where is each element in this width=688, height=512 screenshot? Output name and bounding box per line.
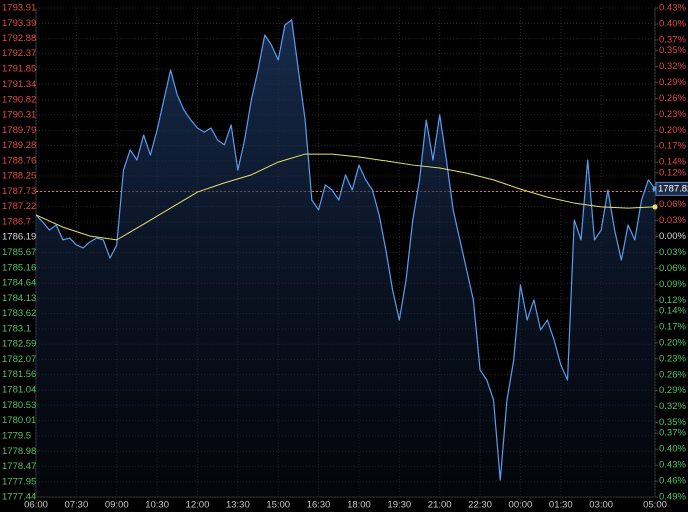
y2-tick-label: 0.32% xyxy=(659,401,686,412)
y2-tick-label: 0.26% xyxy=(659,93,686,104)
y-tick-label: 1782.07 xyxy=(2,354,36,365)
y-tick-label: 1780.53 xyxy=(2,400,36,411)
x-tick-label: 19:30 xyxy=(387,500,411,511)
y-tick-label: 1785.16 xyxy=(2,262,36,273)
y2-tick-label: 0.29% xyxy=(659,385,686,396)
y-tick-label: 1793.91 xyxy=(2,3,36,14)
y-tick-label: 1778.98 xyxy=(2,446,36,457)
y-tick-label: 1790.82 xyxy=(2,94,36,105)
y2-tick-label: 0.17% xyxy=(659,141,686,152)
y-tick-label: 1777.95 xyxy=(2,476,36,487)
y2-tick-label: 0.12% xyxy=(659,295,686,306)
y-tick-label: 1783.1 xyxy=(2,323,31,334)
y-tick-label: 1790.31 xyxy=(2,109,36,120)
x-tick-label: 06:00 xyxy=(24,500,48,511)
y2-tick-label: 0.00% xyxy=(659,231,686,242)
y-tick-label: 1792.88 xyxy=(2,33,36,44)
y2-tick-label: 0.20% xyxy=(659,337,686,348)
y2-tick-label: 0.37% xyxy=(659,34,686,45)
x-tick-label: 05:00 xyxy=(643,500,667,511)
y2-tick-label: 0.29% xyxy=(659,77,686,88)
line xyxy=(35,153,656,241)
x-tick-label: 21:00 xyxy=(428,500,452,511)
y2-tick-label: 0.17% xyxy=(659,321,686,332)
y2-tick-label: 0.35% xyxy=(659,417,686,428)
y-tick-label: 1779.5 xyxy=(2,430,31,441)
x-tick-label: 15:00 xyxy=(266,500,290,511)
y-tick-label: 1783.62 xyxy=(2,308,36,319)
y-tick-label: 1789.28 xyxy=(2,140,36,151)
y2-tick-label: 0.49% xyxy=(659,492,686,503)
y-tick-label: 1782.59 xyxy=(2,339,36,350)
x-tick-label: 12:00 xyxy=(186,500,210,511)
y-tick-label: 1791.85 xyxy=(2,64,36,75)
x-tick-label: 09:00 xyxy=(105,500,129,511)
y-tick-label: 1785.67 xyxy=(2,247,36,258)
y2-tick-label: 0.23% xyxy=(659,109,686,120)
y2-tick-label: 0.06% xyxy=(659,263,686,274)
y2-tick-label: 0.32% xyxy=(659,61,686,72)
line xyxy=(35,19,656,481)
x-tick-label: 07:30 xyxy=(64,500,88,511)
y2-tick-label: 0.14% xyxy=(659,305,686,316)
y-tick-label: 1786.7 xyxy=(2,217,31,228)
y-tick-label: 1787.22 xyxy=(2,201,36,212)
y2-tick-label: 0.20% xyxy=(659,125,686,136)
x-tick-label: 16:30 xyxy=(307,500,331,511)
y-tick-label: 1791.34 xyxy=(2,79,36,90)
y-tick-label: 1781.56 xyxy=(2,369,36,380)
y2-tick-label: 0.14% xyxy=(659,157,686,168)
y-tick-label: 1781.04 xyxy=(2,385,36,396)
y-tick-label: 1792.37 xyxy=(2,48,36,59)
y-tick-label: 1784.64 xyxy=(2,278,36,289)
y-tick-label: 1788.25 xyxy=(2,171,36,182)
price-label: 1787.82 xyxy=(658,183,688,194)
price-box xyxy=(655,181,688,196)
y-tick-label: 1786.19 xyxy=(2,232,36,243)
x-tick-label: 00:00 xyxy=(509,500,533,511)
y2-tick-label: 0.06% xyxy=(659,199,686,210)
end-dot xyxy=(652,204,658,210)
y-tick-label: 1784.13 xyxy=(2,293,36,304)
y-tick-label: 1793.39 xyxy=(2,18,36,29)
y2-tick-label: 0.09% xyxy=(659,279,686,290)
area xyxy=(36,19,655,497)
y2-tick-label: 0.43% xyxy=(659,3,686,14)
x-tick-label: 22:30 xyxy=(468,500,492,511)
y2-tick-label: 0.23% xyxy=(659,353,686,364)
y2-tick-label: 0.37% xyxy=(659,428,686,439)
y2-tick-label: 0.03% xyxy=(659,215,686,226)
x-tick-label: 13:30 xyxy=(226,500,250,511)
y-tick-label: 1778.47 xyxy=(2,461,36,472)
x-tick-label: 10:30 xyxy=(145,500,169,511)
y-tick-label: 1780.01 xyxy=(2,415,36,426)
x-tick-label: 01:30 xyxy=(549,500,573,511)
y-tick-label: 1787.73 xyxy=(2,186,36,197)
y2-tick-label: 0.12% xyxy=(659,167,686,178)
y-tick-label: 1788.76 xyxy=(2,155,36,166)
y2-tick-label: 0.46% xyxy=(659,476,686,487)
y2-tick-label: 0.40% xyxy=(659,18,686,29)
y2-tick-label: 0.03% xyxy=(659,247,686,258)
y-tick-label: 1777.44 xyxy=(2,492,36,503)
y2-tick-label: 0.43% xyxy=(659,460,686,471)
y2-tick-label: 0.35% xyxy=(659,45,686,56)
y-tick-label: 1789.79 xyxy=(2,125,36,136)
y2-tick-label: 0.26% xyxy=(659,369,686,380)
x-tick-label: 18:00 xyxy=(347,500,371,511)
y2-tick-label: 0.40% xyxy=(659,444,686,455)
x-tick-label: 03:00 xyxy=(589,500,613,511)
